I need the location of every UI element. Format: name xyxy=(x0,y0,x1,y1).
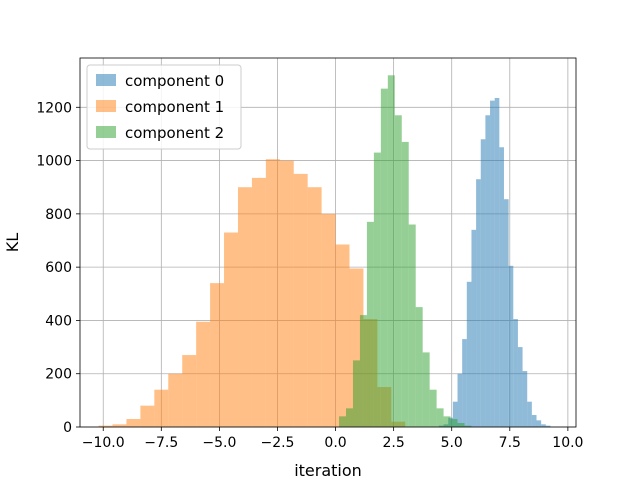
plot-frame xyxy=(79,57,577,428)
bar-s0-6 xyxy=(466,281,472,427)
bar-s2-18 xyxy=(464,425,472,427)
x-tick-label-1: −7.5 xyxy=(144,435,178,451)
legend-swatch-2 xyxy=(96,126,116,138)
bar-s1-10 xyxy=(237,187,252,427)
bar-s1-6 xyxy=(182,355,197,427)
legend-label-2: component 2 xyxy=(125,124,224,142)
series-0 xyxy=(438,97,551,428)
bar-s2-12 xyxy=(422,352,430,427)
bar-s0-17 xyxy=(517,347,523,427)
legend-swatch-1 xyxy=(96,100,116,112)
bar-s1-11 xyxy=(251,177,266,427)
bar-s2-10 xyxy=(408,224,416,427)
y-tick-label-1: 200 xyxy=(45,367,72,383)
bar-s1-15 xyxy=(307,187,322,427)
bar-s2-4 xyxy=(366,221,374,427)
bar-s2-3 xyxy=(359,315,367,427)
y-axis-label: KL xyxy=(3,233,22,252)
bar-s1-12 xyxy=(265,159,280,427)
bar-s2-13 xyxy=(429,389,437,427)
y-tick-label-0: 0 xyxy=(63,420,72,436)
bar-s2-7 xyxy=(387,75,395,427)
bar-s0-8 xyxy=(476,179,481,427)
histogram-bars xyxy=(98,75,551,428)
bar-s1-9 xyxy=(224,232,238,427)
bar-s0-7 xyxy=(471,229,477,427)
y-tick-label-3: 600 xyxy=(45,260,72,276)
bar-s2-15 xyxy=(443,416,451,427)
bar-s2-5 xyxy=(373,152,381,427)
x-tick-label-5: 2.5 xyxy=(382,435,404,451)
bar-s0-3 xyxy=(452,401,458,427)
bar-s0-13 xyxy=(499,147,504,428)
x-tick-label-3: −2.5 xyxy=(260,435,294,451)
bar-s0-22 xyxy=(541,424,546,427)
bar-s0-10 xyxy=(485,115,491,427)
legend-box xyxy=(86,64,242,150)
bar-s1-8 xyxy=(210,283,225,427)
x-tick-label-4: 0.0 xyxy=(324,435,346,451)
bar-s0-12 xyxy=(494,97,500,427)
y-tick-label-6: 1200 xyxy=(36,100,72,116)
bar-s0-19 xyxy=(527,401,532,427)
bar-s0-5 xyxy=(462,339,467,427)
bar-s0-23 xyxy=(545,425,551,427)
bar-s0-11 xyxy=(490,100,495,427)
bar-s0-21 xyxy=(536,420,542,427)
bar-s2-11 xyxy=(415,307,423,427)
bar-s0-15 xyxy=(508,265,514,427)
bar-s1-3 xyxy=(140,405,155,427)
bar-s1-17 xyxy=(335,244,350,427)
bar-s2-0 xyxy=(339,416,347,427)
y-tick-label-5: 1000 xyxy=(36,154,72,170)
bar-s1-14 xyxy=(293,173,308,427)
y-tick-label-2: 400 xyxy=(45,313,72,329)
bar-s2-17 xyxy=(457,423,465,427)
bar-s1-13 xyxy=(279,160,294,427)
bar-s2-1 xyxy=(346,408,353,427)
bar-s1-2 xyxy=(126,419,141,427)
bar-s2-2 xyxy=(352,360,360,427)
x-axis-ticks: −10.0 −7.5 −5.0 −2.5 0.0 2.5 5.0 7.5 10.0 xyxy=(82,427,583,451)
bar-s0-20 xyxy=(531,415,537,427)
bar-s2-14 xyxy=(436,408,444,427)
bar-s1-7 xyxy=(196,321,211,427)
bar-s0-9 xyxy=(480,139,486,427)
x-tick-label-0: −10.0 xyxy=(82,435,125,451)
x-axis-label: iteration xyxy=(294,461,362,480)
bar-s0-16 xyxy=(513,319,518,427)
bar-s1-0 xyxy=(98,425,113,427)
legend-label-1: component 1 xyxy=(125,98,224,116)
bar-s2-9 xyxy=(401,141,409,427)
y-axis-ticks: 0 200 400 600 800 1000 1200 xyxy=(36,100,80,436)
bar-s1-1 xyxy=(112,424,127,427)
y-tick-label-4: 800 xyxy=(45,207,72,223)
series-2 xyxy=(339,75,472,428)
bar-s1-4 xyxy=(154,389,169,427)
legend-label-0: component 0 xyxy=(125,72,224,90)
x-tick-label-7: 7.5 xyxy=(499,435,521,451)
bar-s2-8 xyxy=(394,115,402,427)
bar-s1-5 xyxy=(168,373,183,427)
bar-s0-18 xyxy=(522,371,528,427)
bar-s1-16 xyxy=(321,213,336,427)
bar-s0-14 xyxy=(503,199,509,427)
series-1 xyxy=(98,159,406,427)
bar-s2-6 xyxy=(380,88,388,428)
bar-s2-16 xyxy=(450,419,458,427)
legend: component 0 component 1 component 2 xyxy=(86,64,242,150)
x-tick-label-8: 10.0 xyxy=(552,435,583,451)
legend-swatch-0 xyxy=(96,74,116,86)
bar-s0-4 xyxy=(457,373,463,427)
x-tick-label-2: −5.0 xyxy=(202,435,236,451)
x-tick-label-6: 5.0 xyxy=(441,435,463,451)
